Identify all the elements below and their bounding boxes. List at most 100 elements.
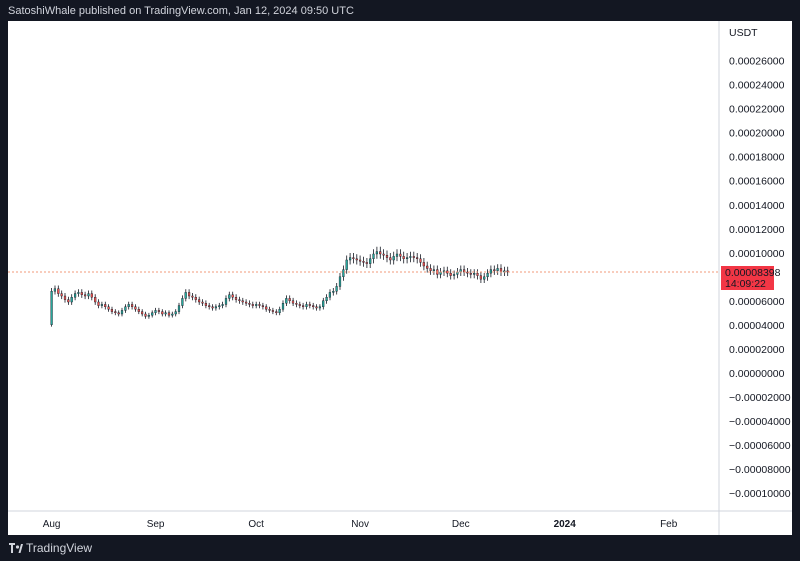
candle[interactable] <box>429 264 432 275</box>
candle[interactable] <box>77 289 80 297</box>
candle[interactable] <box>466 268 469 278</box>
candle[interactable] <box>50 288 53 327</box>
candle[interactable] <box>302 302 305 310</box>
candle[interactable] <box>67 296 70 305</box>
candle[interactable] <box>291 297 295 306</box>
candle[interactable] <box>395 249 399 262</box>
candle[interactable] <box>496 264 499 275</box>
candle[interactable] <box>204 300 207 309</box>
candle[interactable] <box>469 269 472 279</box>
candle[interactable] <box>382 249 385 260</box>
candle[interactable] <box>359 255 362 266</box>
candle[interactable] <box>53 285 56 295</box>
candle[interactable] <box>218 302 221 310</box>
candle[interactable] <box>312 302 315 310</box>
candle[interactable] <box>315 304 318 311</box>
candle[interactable] <box>211 304 214 311</box>
candle[interactable] <box>258 301 261 309</box>
candle[interactable] <box>167 310 171 318</box>
candle[interactable] <box>402 251 405 264</box>
candle[interactable] <box>332 288 335 296</box>
candle[interactable] <box>83 291 87 300</box>
candle[interactable] <box>224 295 228 308</box>
candle[interactable] <box>499 264 503 276</box>
candle[interactable] <box>201 299 204 306</box>
candle[interactable] <box>194 294 197 303</box>
candle[interactable] <box>238 296 241 304</box>
candle[interactable] <box>161 309 164 317</box>
candle[interactable] <box>325 294 328 304</box>
candle[interactable] <box>208 302 211 310</box>
candle[interactable] <box>100 301 103 309</box>
candle[interactable] <box>426 261 429 273</box>
candle[interactable] <box>446 266 449 278</box>
candle[interactable] <box>489 265 492 278</box>
candle[interactable] <box>124 304 127 313</box>
candle[interactable] <box>221 301 224 309</box>
candle[interactable] <box>130 301 134 310</box>
candle[interactable] <box>151 310 154 318</box>
candle[interactable] <box>244 299 248 306</box>
candle[interactable] <box>375 246 378 259</box>
candle[interactable] <box>342 265 345 281</box>
candle[interactable] <box>134 304 137 312</box>
candle[interactable] <box>70 294 73 305</box>
candle[interactable] <box>261 302 264 310</box>
candle[interactable] <box>486 269 489 281</box>
candle[interactable] <box>278 306 281 316</box>
candle[interactable] <box>412 251 415 263</box>
candle[interactable] <box>452 270 456 280</box>
candle[interactable] <box>281 300 285 312</box>
candle[interactable] <box>406 253 409 264</box>
candle[interactable] <box>419 254 422 267</box>
candle[interactable] <box>147 312 150 319</box>
candle[interactable] <box>308 301 311 309</box>
candle[interactable] <box>355 254 358 265</box>
candle[interactable] <box>318 304 321 311</box>
candle[interactable] <box>87 290 90 300</box>
candle[interactable] <box>144 311 147 319</box>
candle[interactable] <box>90 290 93 301</box>
candle[interactable] <box>140 309 144 317</box>
candle[interactable] <box>174 309 177 317</box>
candle[interactable] <box>60 290 63 300</box>
candle[interactable] <box>295 300 298 308</box>
candle[interactable] <box>328 289 331 301</box>
candle[interactable] <box>449 269 452 280</box>
candle[interactable] <box>127 301 130 310</box>
candle[interactable] <box>234 294 238 303</box>
candle[interactable] <box>389 253 392 265</box>
candle[interactable] <box>379 246 382 259</box>
time-axis[interactable]: Aug Sep Oct Nov Dec 2024 Feb <box>43 519 678 530</box>
candle[interactable] <box>231 291 234 301</box>
candle[interactable] <box>442 266 446 276</box>
candle[interactable] <box>271 307 274 315</box>
candle[interactable] <box>493 265 496 275</box>
candle[interactable] <box>456 268 459 279</box>
candle[interactable] <box>94 294 97 305</box>
candle[interactable] <box>120 307 124 317</box>
candle[interactable] <box>409 251 412 263</box>
candle[interactable] <box>432 265 435 275</box>
candle[interactable] <box>187 289 191 300</box>
candle[interactable] <box>177 302 181 315</box>
candle[interactable] <box>298 301 301 309</box>
candle[interactable] <box>503 266 506 276</box>
candle[interactable] <box>385 250 389 263</box>
candle[interactable] <box>137 306 140 315</box>
candle[interactable] <box>416 253 419 264</box>
candle[interactable] <box>305 301 308 310</box>
candle[interactable] <box>107 304 110 312</box>
candle[interactable] <box>338 273 342 290</box>
candle[interactable] <box>365 258 368 268</box>
candle[interactable] <box>422 258 425 271</box>
candle[interactable] <box>479 271 482 283</box>
candle[interactable] <box>117 310 120 317</box>
candle[interactable] <box>157 307 160 315</box>
candle[interactable] <box>228 291 231 302</box>
candle[interactable] <box>80 289 83 298</box>
candle[interactable] <box>439 268 442 279</box>
chart-panel[interactable]: USDT 0.00026000 0.00024000 0.00022000 0.000… <box>8 21 792 535</box>
candle[interactable] <box>97 299 100 309</box>
candlestick-chart[interactable]: USDT 0.000260000.000240000.000220000.000… <box>8 21 792 535</box>
